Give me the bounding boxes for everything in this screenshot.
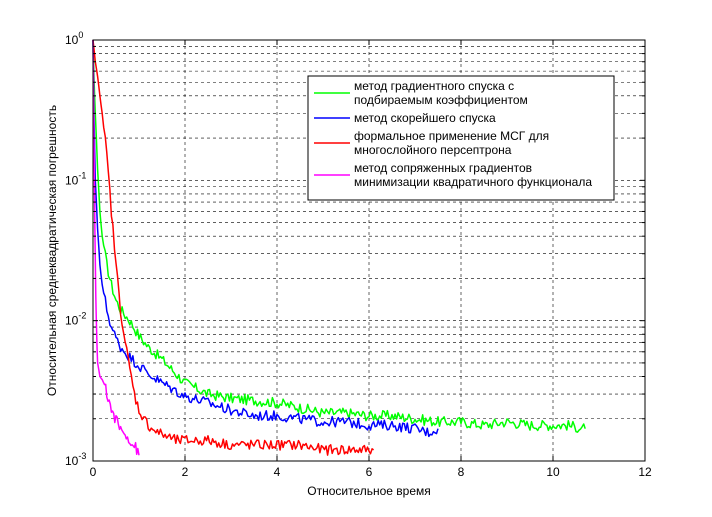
legend-box	[307, 75, 615, 201]
x-tick-label: 6	[366, 465, 373, 479]
series-line-4	[92, 39, 140, 456]
series-line-1	[92, 39, 586, 433]
y-axis-label: Относительная среднеквадратическая погре…	[45, 105, 59, 396]
x-tick-label: 8	[458, 465, 465, 479]
legend: метод градиентного спуска с подбираемым к…	[307, 75, 615, 201]
y-tick-label: 10-1	[65, 170, 86, 187]
y-tick-label: 10-2	[65, 311, 86, 328]
x-tick-label: 2	[182, 465, 189, 479]
series-layer	[92, 39, 586, 456]
x-tick-label: 10	[546, 465, 560, 479]
y-tick-label: 10-3	[65, 451, 86, 468]
series-line-3	[92, 39, 375, 456]
x-axis-label: Относительное время	[307, 484, 431, 498]
legend-label-4: метод сопряженных градиентов минимизации …	[354, 161, 592, 189]
legend-label-2: метод скорейшего спуска	[354, 111, 496, 125]
x-tick-label: 0	[90, 465, 97, 479]
y-tick-label: 100	[65, 30, 83, 47]
legend-label-1: метод градиентного спуска с подбираемым к…	[354, 79, 528, 107]
axis-ticks: 0 2 4 6 8 10 12 10-3 10-2 10-1 100	[65, 30, 652, 479]
series-line-2	[92, 39, 439, 438]
x-tick-label: 4	[274, 465, 281, 479]
legend-label-3: формальное применение МСГ для многослойно…	[354, 129, 549, 157]
x-tick-label: 12	[638, 465, 652, 479]
